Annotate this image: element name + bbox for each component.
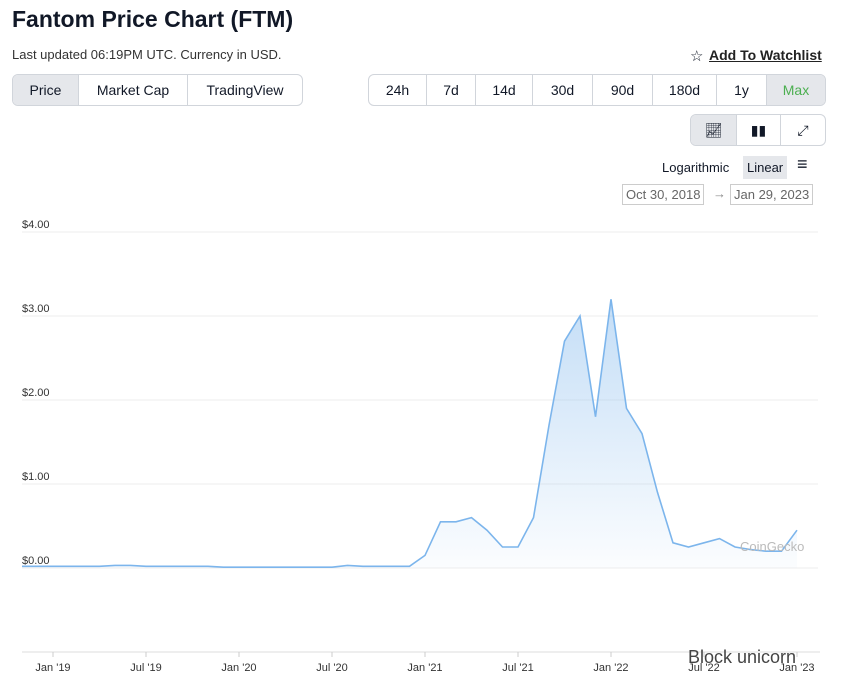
range-button[interactable]: 14d [476,75,533,105]
range-button[interactable]: 7d [427,75,476,105]
x-tick-label: Jan '20 [221,662,256,674]
x-tick-label: Jan '21 [407,662,442,674]
y-tick-label: $3.00 [22,303,50,315]
x-tick-label: Jul '22 [688,662,719,674]
watermark: CoinGecko [740,539,805,554]
x-tick-label: Jan '22 [593,662,628,674]
range-button[interactable]: 24h [369,75,427,105]
tab[interactable]: Market Cap [79,75,188,105]
x-tick-label: Jul '21 [502,662,533,674]
range-button[interactable]: 90d [593,75,653,105]
x-tick-label: Jul '20 [316,662,347,674]
subtitle: Last updated 06:19PM UTC. Currency in US… [12,47,282,62]
date-from[interactable]: Oct 30, 2018 [622,184,705,205]
x-tick-label: Jul '19 [130,662,161,674]
page-title: Fantom Price Chart (FTM) [12,6,294,32]
y-tick-label: $2.00 [22,387,50,399]
chart-type-group: 📈︎ ▮▮ ⤢ [690,114,826,146]
tab[interactable]: Price [13,75,79,105]
y-tick-label: $0.00 [22,555,50,567]
x-tick-label: Jan '23 [779,662,814,674]
range-button[interactable]: 180d [653,75,717,105]
menu-button[interactable]: ≡ [797,154,808,174]
range-group: 24h 7d 14d 30d 90d 180d 1y Max [368,74,826,106]
price-area [22,299,797,568]
date-to[interactable]: Jan 29, 2023 [730,184,814,205]
line-chart-button[interactable]: 📈︎ [691,115,737,145]
watermark: Block unicorn [688,647,797,667]
range-button[interactable]: 1y [717,75,767,105]
price-line [22,299,798,568]
watchlist-link[interactable]: Add To Watchlist [709,47,822,63]
y-tick-label: $4.00 [22,219,50,231]
y-tick-label: $1.00 [22,471,50,483]
tab[interactable]: TradingView [206,82,284,98]
linear-button[interactable]: Linear [743,156,788,179]
candle-chart-button[interactable]: ▮▮ [737,115,781,145]
range-button[interactable]: Max [767,75,825,105]
fullscreen-button[interactable]: ⤢ [797,121,809,138]
log-button[interactable]: Logarithmic [662,160,730,175]
range-button[interactable]: 30d [533,75,593,105]
arrow: → [713,186,726,201]
x-tick-label: Jan '19 [35,662,70,674]
star-icon[interactable]: ☆ [690,48,704,65]
tab-group: Price Market Cap TradingView [12,74,303,106]
